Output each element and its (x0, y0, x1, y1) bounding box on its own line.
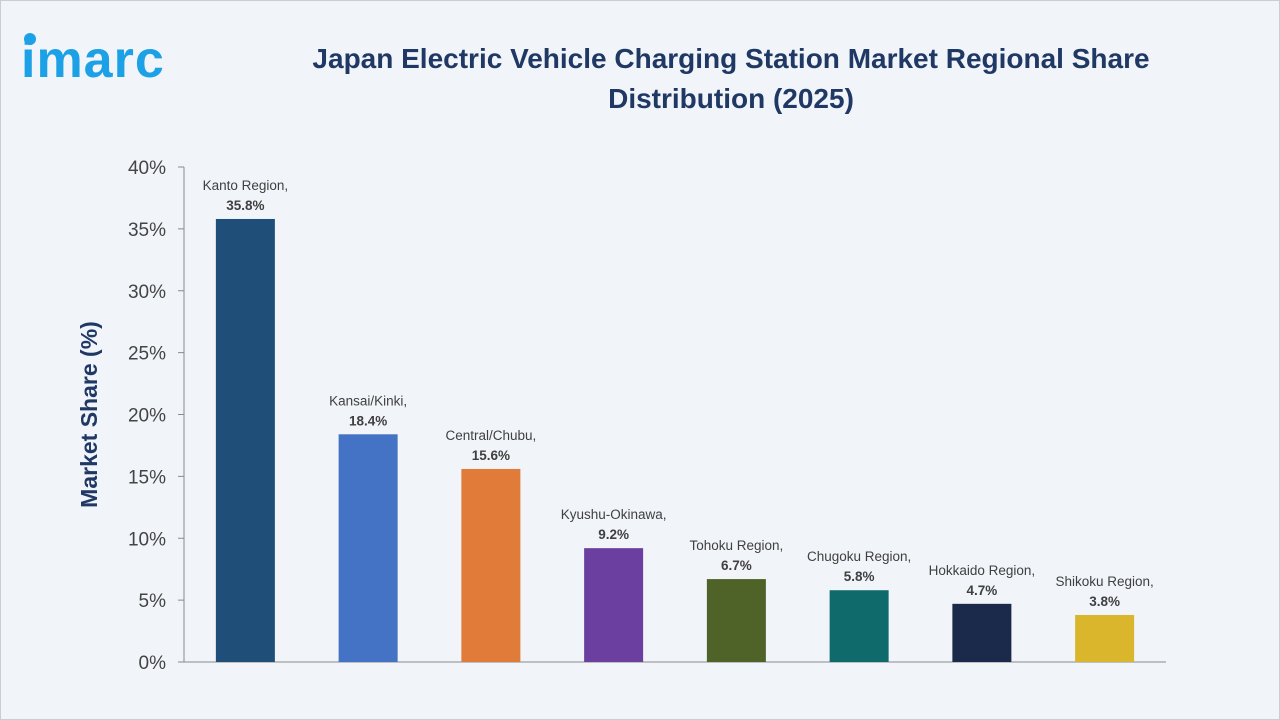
bar-category-label: Kansai/Kinki, (329, 393, 407, 408)
bar-central-chubu (461, 468, 521, 662)
bar-value-label: 6.7% (721, 558, 752, 573)
bar-category-label: Kyushu-Okinawa, (561, 507, 667, 522)
y-tick-label: 15% (128, 467, 166, 488)
bar-shikoku-region (1075, 614, 1135, 662)
bar-labels: Kanto Region, 35.8% Kansai/Kinki, 18.4% Cent… (203, 178, 1154, 609)
y-tick-label: 25% (128, 344, 166, 365)
y-tick-label: 40% (128, 158, 166, 179)
bar-category-label: Kanto Region, (203, 178, 289, 193)
bar-value-label: 15.6% (472, 448, 510, 463)
y-tick-label: 30% (128, 282, 166, 303)
y-tick-label: 5% (139, 591, 167, 612)
bar-category-label: Chugoku Region, (807, 549, 911, 564)
bar-kanto-region (215, 218, 275, 662)
bar-value-label: 4.7% (966, 583, 997, 598)
bar-tohoku-region (706, 579, 766, 662)
bar-category-label: Tohoku Region, (689, 538, 783, 553)
y-tick-label: 35% (128, 220, 166, 241)
bar-value-label: 9.2% (598, 527, 629, 542)
chart-axes (183, 167, 1166, 663)
bar-category-label: Shikoku Region, (1055, 574, 1153, 589)
bar-value-label: 35.8% (226, 198, 264, 213)
bar-kyushu-okinawa (584, 548, 644, 662)
logo-dot (24, 33, 36, 45)
bar-hokkaido-region (952, 603, 1012, 662)
bar-value-label: 18.4% (349, 413, 387, 428)
y-tick-label: 20% (128, 406, 166, 427)
bar-category-label: Hokkaido Region, (929, 563, 1036, 578)
y-tick-label: 10% (128, 529, 166, 550)
y-tick-label: 0% (139, 653, 167, 674)
y-axis-ticks: 0% 5% 10% 15% 20% 25% 30% 35% 40% (128, 158, 184, 674)
y-axis-title: Market Share (%) (76, 321, 102, 508)
bar-value-label: 3.8% (1089, 594, 1120, 609)
logo-text: imarc (21, 31, 165, 89)
imarc-logo: imarc (21, 31, 165, 89)
bars (215, 218, 1135, 662)
chart-title: Japan Electric Vehicle Charging Station … (312, 43, 1150, 114)
bar-kansai-kinki (338, 434, 398, 662)
bar-chugoku-region (829, 590, 889, 662)
bar-value-label: 5.8% (844, 569, 875, 584)
bar-category-label: Central/Chubu, (445, 428, 536, 443)
